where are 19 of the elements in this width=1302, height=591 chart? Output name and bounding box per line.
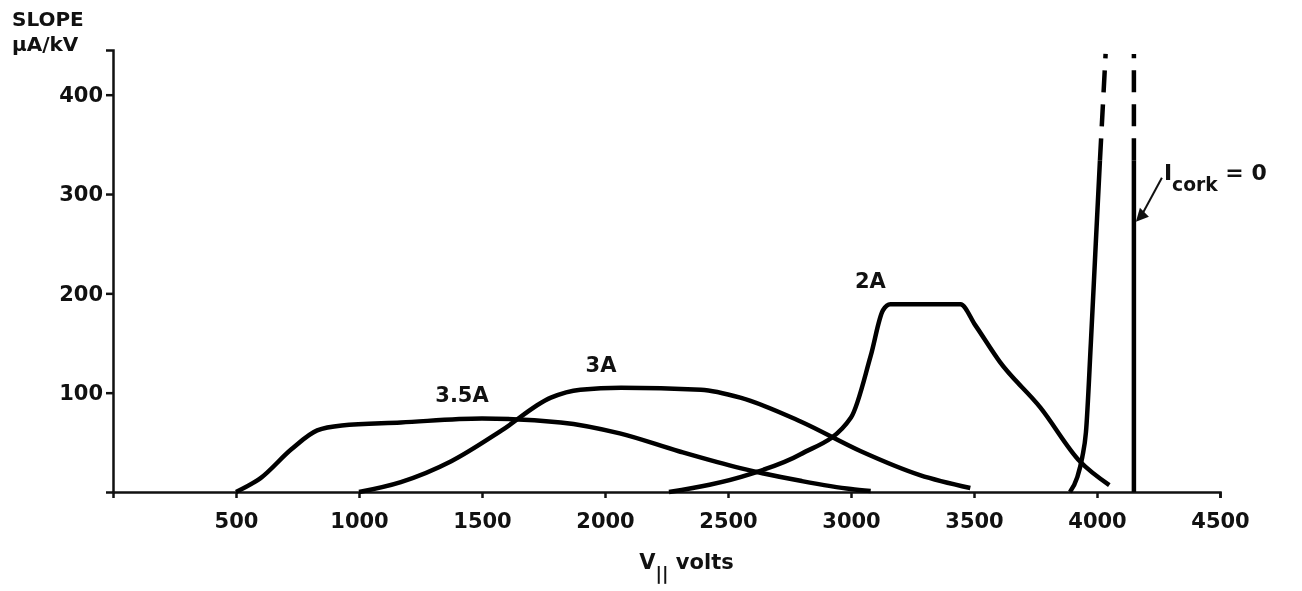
x-tick-label: 2500	[699, 509, 758, 534]
series-label: 3A	[585, 352, 618, 377]
x-tick-label: 3500	[945, 509, 1004, 534]
x-tick-label: 4000	[1068, 509, 1127, 534]
annotation: I$_{cork}$ = 0	[1163, 159, 1267, 195]
x-axis-title: V$_{||}$ volts	[639, 550, 734, 584]
y-tick-label: 100	[59, 380, 103, 405]
x-tick-label: 3000	[822, 509, 881, 534]
x-tick-label: 1000	[330, 509, 389, 534]
x-tick-label: 1500	[453, 509, 512, 534]
x-tick-label: 500	[214, 509, 259, 534]
x-tick-label: 4500	[1191, 509, 1250, 534]
series-label: 2A	[854, 269, 887, 294]
y-tick-label: 400	[59, 82, 103, 107]
y-tick-label: 200	[59, 281, 103, 306]
series-label: 3.5A	[435, 383, 490, 408]
y-tick-label: 300	[59, 182, 103, 207]
y-axis-title: SLOPE μA/kV	[12, 7, 84, 56]
x-tick-label: 2000	[576, 509, 635, 534]
